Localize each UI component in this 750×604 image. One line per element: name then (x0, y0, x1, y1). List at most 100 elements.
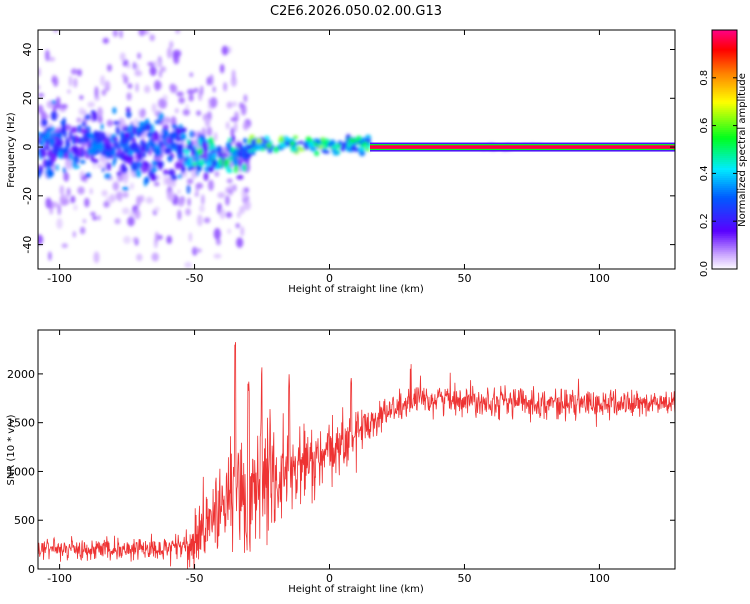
spectrogram-blob (137, 52, 142, 60)
spectrogram-blob (84, 197, 90, 208)
spectrogram-blob (104, 149, 112, 159)
spectrogram-blob (196, 166, 202, 171)
spectrogram-blob (97, 115, 103, 124)
spectrogram-blob (188, 232, 193, 242)
colorbar-step (712, 193, 737, 196)
spectrogram-blob (153, 60, 161, 68)
colorbar-step (712, 267, 737, 270)
spectrogram-blob (211, 152, 218, 159)
spectrogram-blob (186, 88, 195, 95)
spectrogram-blob (63, 129, 67, 139)
spectrogram-blob (51, 201, 59, 208)
spectrogram-blob (127, 216, 135, 227)
spectrogram-blob (250, 139, 258, 143)
colorbar-step (712, 139, 737, 143)
spectrogram-blob (112, 181, 120, 191)
colorbar-step (712, 201, 737, 204)
spectrogram-blob (40, 149, 47, 158)
colorbar-step (712, 51, 737, 55)
colorbar-step (712, 241, 737, 244)
spectrogram-blob (188, 94, 194, 102)
colorbar-step (712, 207, 737, 210)
spectrogram-blob (102, 37, 109, 44)
spectrogram-blob (129, 182, 134, 190)
spectrogram-blob (73, 204, 78, 211)
spectrogram-blob (157, 98, 166, 109)
colorbar-step (712, 55, 737, 59)
colorbar-step (712, 143, 737, 147)
spectrogram-blob (49, 137, 55, 148)
spectrogram-blob (365, 143, 371, 149)
spectrogram-blob (166, 136, 171, 145)
spectrogram-blob (103, 200, 110, 208)
spectrogram-blob (217, 192, 226, 199)
spectrogram-blob (168, 278, 175, 284)
spectrogram-blob (226, 164, 231, 173)
spectrogram-blob (52, 74, 57, 79)
spectrogram-blob (101, 167, 105, 172)
spectrogram-blob (160, 283, 165, 290)
spectrogram-blob (105, 161, 112, 171)
colorbar-step (712, 31, 737, 35)
spectrogram-blob (158, 69, 162, 79)
colorbar-step (712, 221, 737, 224)
snr-x-tick-label: -100 (47, 572, 72, 585)
spectrogram-blob (144, 176, 150, 184)
spectrogram-blob (70, 195, 76, 204)
colorbar-step (712, 173, 737, 176)
spectrogram-blob (185, 104, 189, 110)
spectrogram-blob (136, 126, 142, 133)
colorbar-step (712, 89, 737, 93)
spectrogram-blob (57, 204, 61, 216)
spectrogram-blob (71, 126, 78, 134)
spectrogram-blob (103, 138, 111, 143)
spectrogram-blob (77, 137, 84, 145)
spectrogram-blob (64, 124, 72, 131)
spectrogram-blob (174, 108, 179, 114)
colorbar-step (712, 161, 737, 165)
spectrogram-frame (37, 29, 676, 270)
spectrogram-blob (38, 168, 42, 179)
colorbar-step (712, 111, 737, 115)
spectrogram-blob (119, 30, 123, 39)
spectrogram-blob (225, 211, 233, 219)
spectrogram-blob (72, 145, 79, 155)
spectrogram-blob (308, 141, 315, 148)
spectrogram-blob (309, 146, 317, 152)
spectrogram-blob (153, 181, 160, 187)
spectrogram-blob (79, 226, 86, 235)
spectrogram-blob (61, 243, 68, 249)
colorbar-step (712, 175, 737, 178)
colorbar-step (712, 109, 737, 113)
colorbar-ticks: 0.0 0.2 0.4 0.6 0.8 (699, 70, 737, 277)
colorbar-step (712, 203, 737, 206)
spectrogram-blob (226, 142, 231, 149)
spectrogram-blob (219, 208, 226, 220)
colorbar-step (712, 237, 737, 240)
spectrogram-blob (39, 140, 44, 146)
colorbar-label: Normalized spectral amplitude (737, 73, 748, 227)
spectrogram-blob (111, 136, 118, 141)
spectrogram-blob (194, 248, 202, 253)
colorbar-step (712, 73, 737, 77)
spectrogram-blob (176, 147, 181, 157)
spectrogram-blob (329, 139, 336, 145)
spectrogram-blob (226, 178, 233, 184)
colorbar-step (712, 261, 737, 264)
spectrogram-y-tick-label: 20 (21, 91, 34, 105)
spectrogram-blob (62, 117, 66, 124)
spectrogram-blob (323, 150, 330, 154)
spectrogram-blob (94, 86, 99, 99)
colorbar-step (712, 121, 737, 125)
spectrogram-blob (243, 94, 248, 103)
spectrogram-blob (79, 159, 86, 164)
spectrogram-blob (292, 135, 298, 140)
spectrogram-blob (191, 168, 197, 180)
spectrogram-blob (166, 191, 175, 202)
spectrogram-x-tick-label: -100 (47, 272, 72, 285)
spectrogram-blob (200, 85, 204, 96)
spectrogram-blob (38, 67, 41, 77)
spectrogram-blob (203, 171, 209, 182)
spectrogram-blob (364, 138, 372, 142)
